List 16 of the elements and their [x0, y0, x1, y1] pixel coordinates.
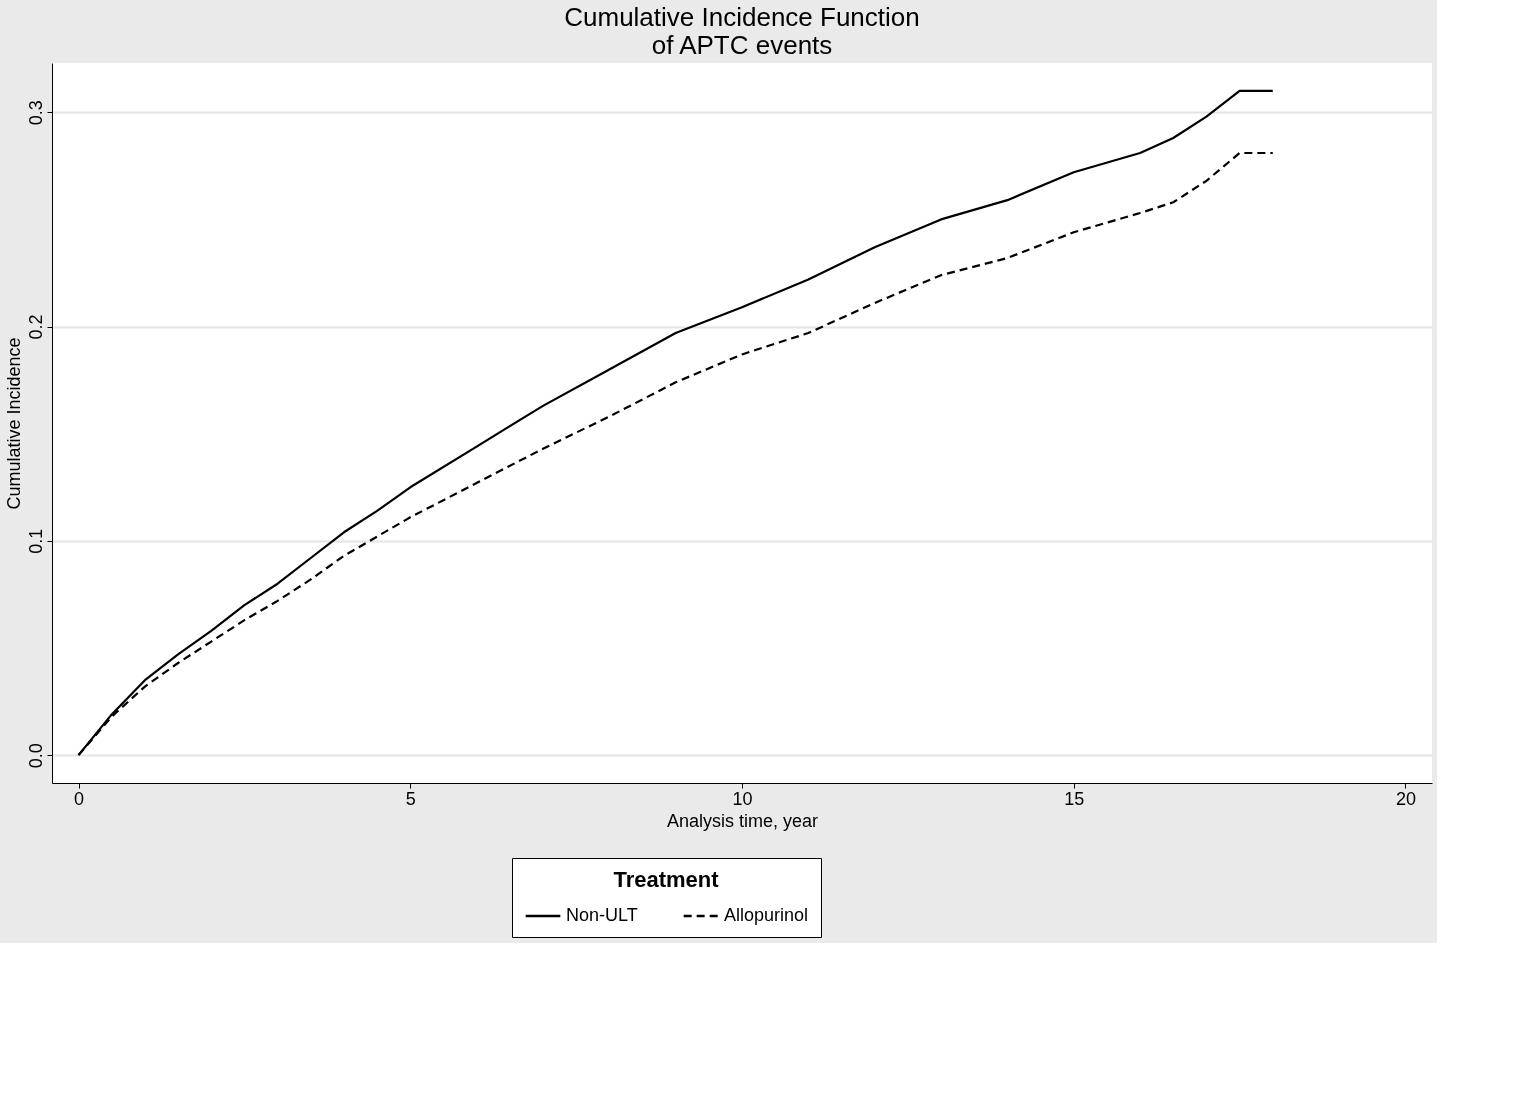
legend-label: Allopurinol: [724, 905, 809, 925]
y-tick-label: 0.3: [25, 100, 46, 126]
y-tick-label: 0.2: [25, 314, 46, 340]
x-tick-label: 20: [1395, 788, 1416, 809]
y-axis-title: Cumulative Incidence: [3, 337, 24, 510]
x-tick-label: 0: [74, 788, 85, 809]
legend-title: Treatment: [613, 867, 720, 892]
text: of APTC events: [651, 30, 833, 60]
y-tick-label: 0.1: [25, 528, 46, 554]
x-axis-title: Analysis time, year: [666, 810, 819, 831]
x-tick-label: 15: [1064, 788, 1085, 809]
x-tick-label: 10: [732, 788, 753, 809]
x-tick-label: 5: [405, 788, 416, 809]
legend-label: Non-ULT: [566, 905, 638, 925]
y-tick-label: 0.0: [25, 743, 46, 769]
text: Cumulative Incidence Function: [564, 2, 920, 32]
